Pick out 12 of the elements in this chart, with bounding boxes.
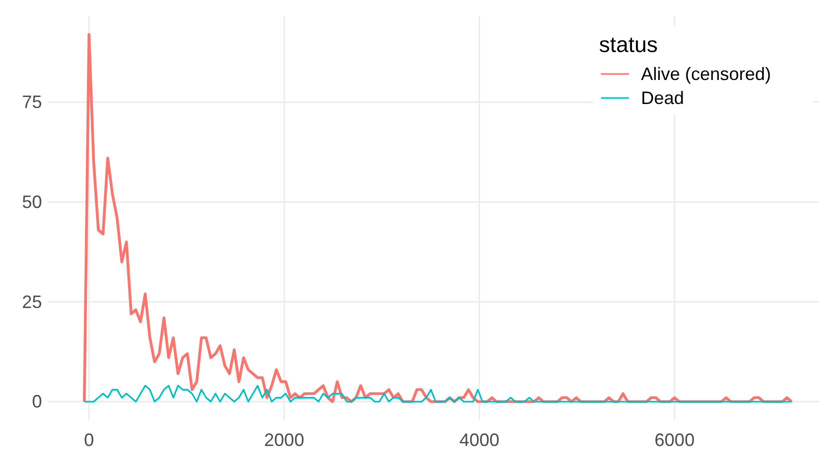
y-tick-label: 75	[22, 92, 42, 112]
x-tick-label: 4000	[459, 430, 500, 450]
legend-label: Alive (censored)	[641, 64, 772, 84]
x-tick-label: 0	[84, 430, 94, 450]
y-tick-label: 50	[22, 192, 42, 212]
y-tick-label: 0	[32, 392, 42, 412]
x-tick-label: 6000	[654, 430, 695, 450]
x-tick-label: 2000	[264, 430, 304, 450]
line-series	[84, 384, 792, 402]
y-tick-label: 25	[22, 292, 42, 312]
legend-title: status	[599, 32, 658, 57]
legend-label: Dead	[641, 88, 684, 108]
